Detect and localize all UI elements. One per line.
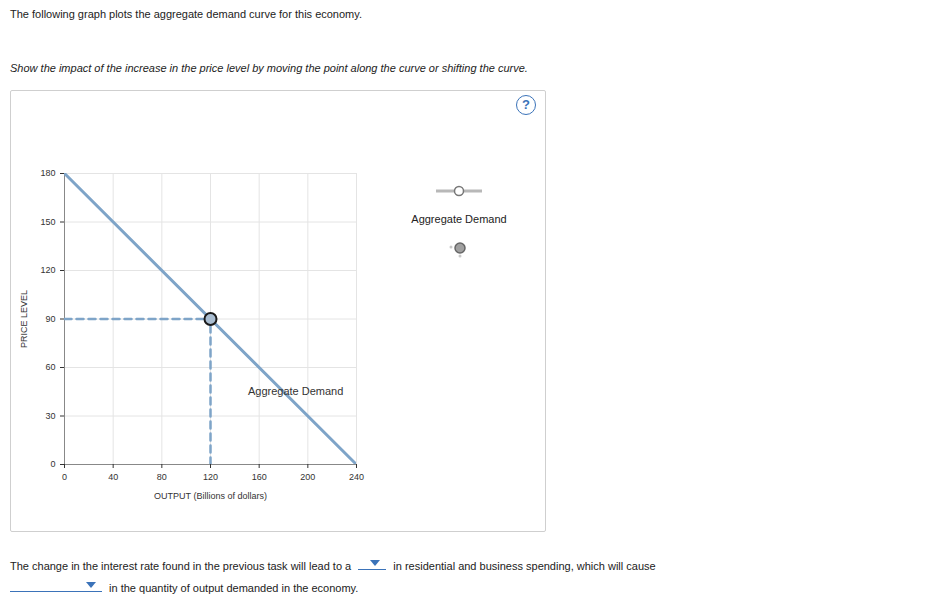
svg-text:150: 150 [40, 217, 55, 227]
html-text:in the quantity of output dema: in the quantity of output demanded in th… [106, 582, 359, 594]
html-text:The change in the interest rat: The change in the interest rate found in… [10, 560, 355, 572]
svg-text:120: 120 [203, 472, 218, 482]
svg-text:0: 0 [62, 472, 67, 482]
svg-text:60: 60 [45, 362, 55, 372]
svg-text:240: 240 [349, 472, 364, 482]
svg-text:OUTPUT (Billions of dollars): OUTPUT (Billions of dollars) [154, 491, 267, 501]
svg-text:120: 120 [40, 265, 55, 275]
svg-text:160: 160 [252, 472, 267, 482]
svg-text:0: 0 [50, 459, 55, 469]
html-text:Show the impact of the increas: Show the impact of the increase in the p… [10, 62, 528, 74]
svg-text:40: 40 [108, 472, 118, 482]
svg-text:180: 180 [40, 168, 55, 178]
svg-text:90: 90 [45, 314, 55, 324]
html-text:Aggregate Demand: Aggregate Demand [411, 213, 507, 225]
svg-text:30: 30 [45, 411, 55, 421]
svg-text:80: 80 [157, 472, 167, 482]
html-text:The following graph plots the: The following graph plots the aggregate … [10, 8, 362, 20]
svg-text:PRICE LEVEL: PRICE LEVEL [19, 290, 29, 348]
svg-text:Aggregate Demand: Aggregate Demand [248, 385, 343, 397]
svg-text:200: 200 [300, 472, 315, 482]
html-text:in residential and business sp: in residential and business spending, wh… [390, 560, 656, 572]
